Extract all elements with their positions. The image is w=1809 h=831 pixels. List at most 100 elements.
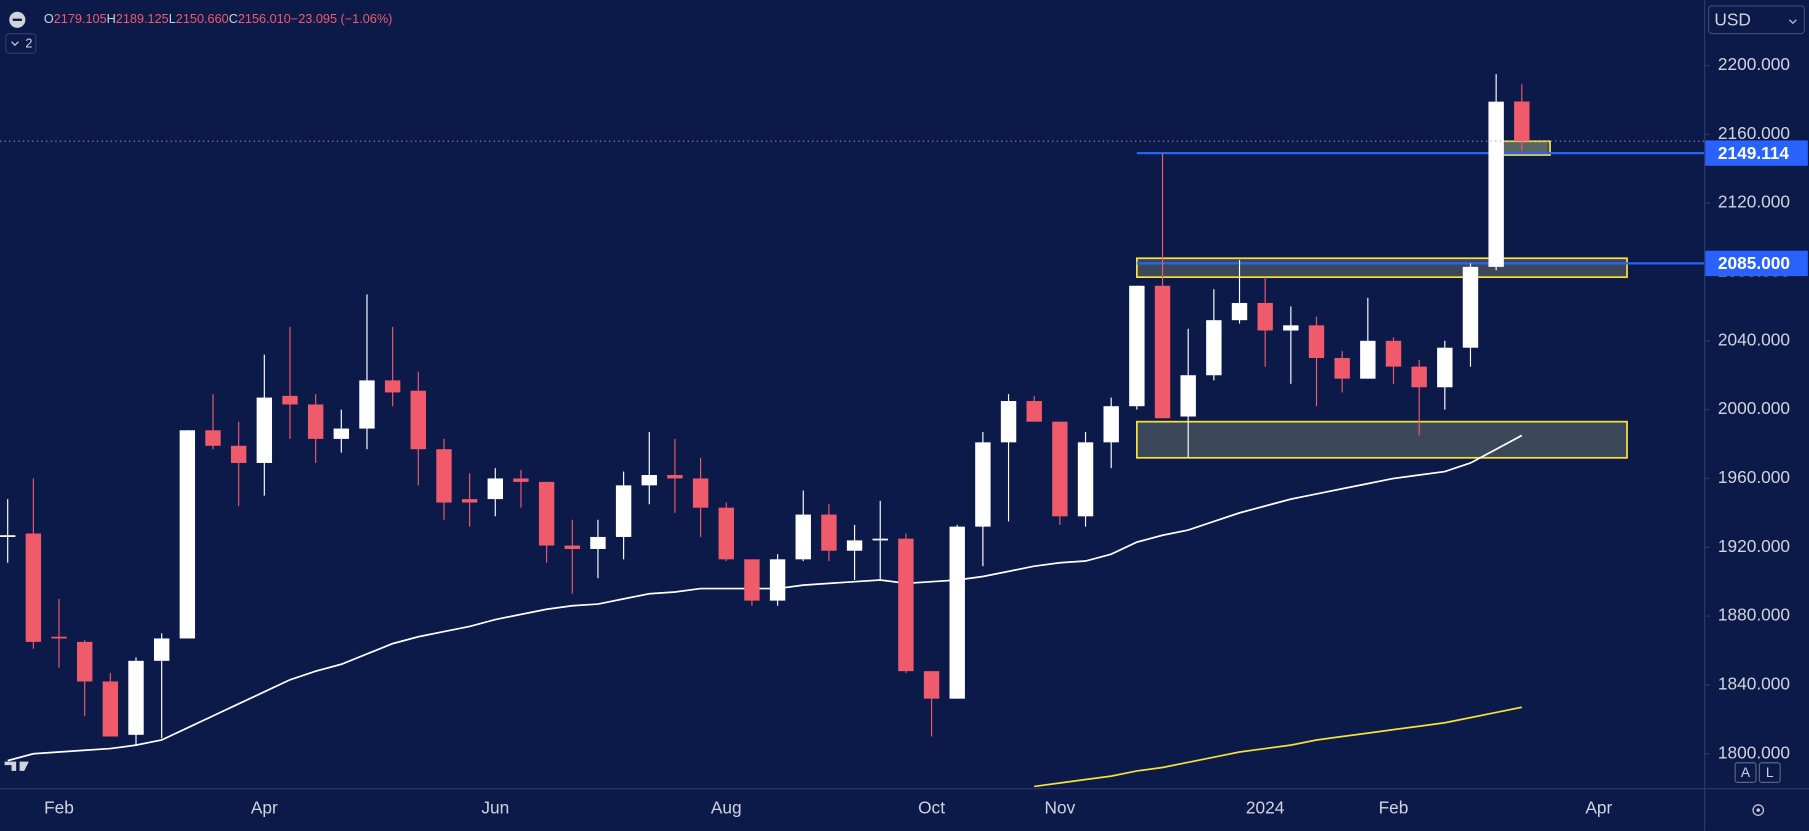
candle-body (1052, 421, 1068, 517)
ohlc-value: 2156.010 (238, 12, 291, 26)
candle-body (923, 671, 940, 699)
ohlc-value: 2150.660 (176, 12, 229, 26)
y-tick-label: 2120.000 (1718, 192, 1790, 212)
candle-body (1514, 101, 1530, 142)
candle-body (410, 390, 427, 450)
zone (1135, 257, 1628, 279)
candle-body (513, 478, 529, 482)
x-tick-label: 2024 (1246, 797, 1285, 817)
candle-body (667, 475, 683, 479)
candle-body (1437, 347, 1453, 388)
candle-body (179, 430, 196, 639)
auto-scale-label: A (1741, 764, 1751, 780)
candle-body (744, 559, 760, 601)
candle-body (128, 660, 144, 735)
x-tick-label: Feb (1379, 797, 1409, 817)
x-tick-label: Feb (44, 797, 74, 817)
ohlc-key: C (229, 12, 238, 26)
indicators-count: 2 (25, 36, 32, 50)
currency-dropdown[interactable] (1708, 5, 1805, 35)
candle-body (1385, 340, 1402, 367)
candle-body (487, 478, 503, 500)
candle-body (1360, 340, 1376, 379)
auto-scale-button[interactable] (1734, 762, 1757, 783)
candle-body (205, 430, 221, 446)
ohlc-key: O (44, 12, 54, 26)
indicators-toggle[interactable] (5, 33, 37, 54)
candle-body (1411, 366, 1427, 388)
candle-body (1154, 285, 1171, 419)
log-scale-button[interactable] (1758, 762, 1781, 783)
candle-body (1488, 101, 1504, 267)
ohlc-value: 2189.125 (116, 12, 169, 26)
zone (1135, 420, 1628, 459)
candle-body (846, 540, 863, 551)
candle-body (692, 478, 709, 508)
candle-body (1231, 302, 1248, 321)
candle-body (1334, 358, 1350, 379)
level-tag (1705, 140, 1808, 166)
ohlc-value: 2179.105 (54, 12, 107, 26)
candle-body (230, 445, 247, 463)
candle-body (102, 681, 119, 737)
candle-body (1129, 285, 1145, 407)
moving-average (7, 434, 1523, 762)
candle-body (0, 535, 16, 537)
x-tick-label: Apr (1585, 797, 1612, 817)
candle-body (1283, 325, 1299, 331)
candle-body (461, 499, 478, 503)
candle-body (898, 538, 914, 672)
chevron-icon (1788, 19, 1797, 25)
y-tick-label: 1840.000 (1718, 673, 1790, 693)
plot-area (0, 74, 1705, 788)
icon-detail (12, 18, 22, 21)
level-label: 2085.000 (1718, 253, 1790, 273)
candle-body (25, 533, 42, 642)
ohlc-legend: O2179.105H2189.125L2150.660C2156.010−23.… (44, 12, 393, 26)
x-tick-label: Jun (481, 797, 509, 817)
candle-body (256, 397, 273, 463)
x-tick-label: Nov (1044, 797, 1075, 817)
candle-body (975, 442, 991, 527)
y-tick-label: 2000.000 (1718, 398, 1790, 418)
candle-body (153, 638, 170, 661)
candle-body (641, 475, 657, 486)
y-tick-label: 1920.000 (1718, 536, 1790, 556)
ohlc-key: H (107, 12, 116, 26)
candle-body (564, 545, 580, 549)
candle-body (51, 636, 67, 639)
candle-body (307, 404, 324, 439)
candle-body (1308, 325, 1325, 359)
y-tick-label: 1880.000 (1718, 605, 1790, 625)
candle-body (1462, 266, 1479, 348)
candle-body (1180, 375, 1196, 417)
candle-body (769, 559, 786, 601)
candle-body (1000, 401, 1017, 443)
candle-body (1206, 320, 1222, 376)
y-tick-label: 1800.000 (1718, 742, 1790, 762)
candle-body (615, 485, 632, 537)
candle-body (1257, 302, 1273, 331)
candle-body (590, 536, 606, 549)
level-label: 2149.114 (1718, 143, 1790, 163)
y-tick-label: 2160.000 (1718, 123, 1790, 143)
settings-icon[interactable] (1752, 804, 1765, 816)
candle-body (795, 514, 811, 560)
y-tick-label: 2200.000 (1718, 54, 1790, 74)
candle-body (76, 641, 93, 682)
candle-body (538, 481, 555, 546)
candle-body (949, 526, 965, 699)
log-scale-label: L (1766, 764, 1774, 780)
candle-body (384, 380, 401, 393)
x-tick-label: Oct (918, 797, 945, 817)
moving-average (1034, 706, 1522, 788)
settings-icon-dot (1756, 808, 1760, 812)
candle-body (333, 428, 350, 439)
ohlc-key: L (169, 12, 176, 26)
y-tick-label: 2040.000 (1718, 329, 1790, 349)
x-tick-label: Apr (251, 797, 278, 817)
chevron-icon (11, 41, 19, 46)
logo (4, 761, 29, 771)
